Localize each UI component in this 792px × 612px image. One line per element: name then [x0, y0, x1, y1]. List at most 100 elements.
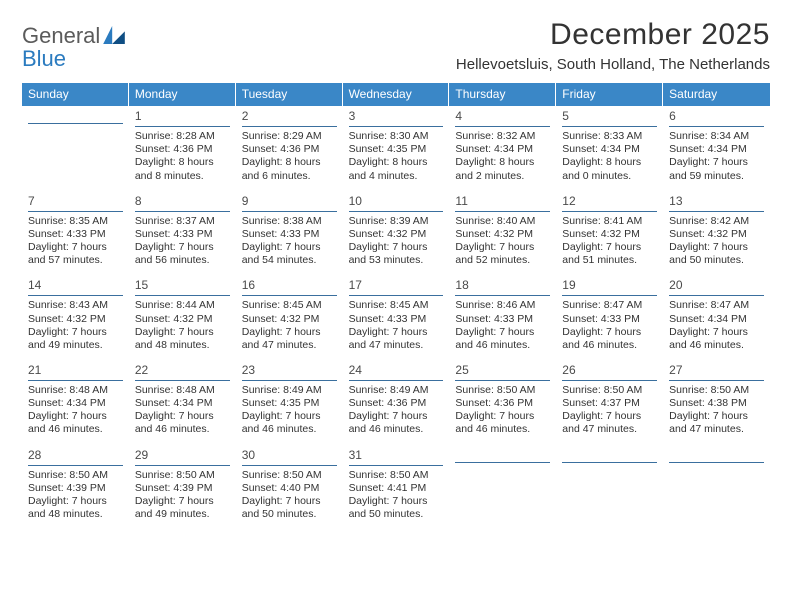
day-number: 22 — [135, 363, 148, 377]
day-cell — [556, 445, 663, 530]
day-info-line: and 53 minutes. — [349, 254, 444, 267]
day-info-line: and 46 minutes. — [349, 423, 444, 436]
day-number: 16 — [242, 278, 255, 292]
day-info-line: Sunrise: 8:38 AM — [242, 215, 337, 228]
day-cell: 27Sunrise: 8:50 AMSunset: 4:38 PMDayligh… — [663, 360, 770, 445]
logo-word-1: General — [22, 24, 100, 47]
day-number: 3 — [349, 109, 356, 123]
day-cell: 8Sunrise: 8:37 AMSunset: 4:33 PMDaylight… — [129, 191, 236, 276]
day-info-line: Daylight: 7 hours — [135, 495, 230, 508]
day-cell: 25Sunrise: 8:50 AMSunset: 4:36 PMDayligh… — [449, 360, 556, 445]
day-info-line: Sunset: 4:32 PM — [242, 313, 337, 326]
logo-mark-icon — [103, 26, 125, 44]
day-info-line: and 48 minutes. — [135, 339, 230, 352]
day-info-line: and 50 minutes. — [242, 508, 337, 521]
day-of-week-cell: Thursday — [449, 83, 556, 106]
day-info-line: Sunset: 4:32 PM — [455, 228, 550, 241]
day-number: 31 — [349, 448, 362, 462]
day-number-row: 3 — [349, 106, 444, 127]
day-cell: 14Sunrise: 8:43 AMSunset: 4:32 PMDayligh… — [22, 275, 129, 360]
day-cell: 1Sunrise: 8:28 AMSunset: 4:36 PMDaylight… — [129, 106, 236, 191]
day-info-line: and 50 minutes. — [669, 254, 764, 267]
day-info-line: Sunset: 4:32 PM — [669, 228, 764, 241]
day-info-line: Sunrise: 8:37 AM — [135, 215, 230, 228]
day-cell: 2Sunrise: 8:29 AMSunset: 4:36 PMDaylight… — [236, 106, 343, 191]
day-number-row: 30 — [242, 445, 337, 466]
day-cell: 21Sunrise: 8:48 AMSunset: 4:34 PMDayligh… — [22, 360, 129, 445]
day-info-line: Daylight: 7 hours — [669, 156, 764, 169]
day-number-row: 6 — [669, 106, 764, 127]
day-info-line: Daylight: 7 hours — [455, 241, 550, 254]
week-row: 7Sunrise: 8:35 AMSunset: 4:33 PMDaylight… — [22, 191, 770, 276]
day-number-row — [562, 445, 657, 463]
day-info-line: and 8 minutes. — [135, 170, 230, 183]
day-number-row: 21 — [28, 360, 123, 381]
day-number: 17 — [349, 278, 362, 292]
day-info-line: Daylight: 7 hours — [669, 410, 764, 423]
day-info-line: Sunset: 4:32 PM — [349, 228, 444, 241]
day-number-row: 4 — [455, 106, 550, 127]
day-info-line: Daylight: 7 hours — [28, 326, 123, 339]
day-number-row: 25 — [455, 360, 550, 381]
day-number: 4 — [455, 109, 462, 123]
day-info-line: Sunrise: 8:42 AM — [669, 215, 764, 228]
day-info-line: Sunset: 4:32 PM — [135, 313, 230, 326]
day-info-line: Daylight: 7 hours — [28, 410, 123, 423]
day-info-line: and 47 minutes. — [349, 339, 444, 352]
day-cell: 9Sunrise: 8:38 AMSunset: 4:33 PMDaylight… — [236, 191, 343, 276]
day-info-line: Sunset: 4:34 PM — [455, 143, 550, 156]
day-number: 1 — [135, 109, 142, 123]
day-cell: 13Sunrise: 8:42 AMSunset: 4:32 PMDayligh… — [663, 191, 770, 276]
day-info-line: Sunrise: 8:49 AM — [349, 384, 444, 397]
day-number: 8 — [135, 194, 142, 208]
day-info-line: and 50 minutes. — [349, 508, 444, 521]
day-info-line: and 46 minutes. — [669, 339, 764, 352]
day-info-line: and 47 minutes. — [669, 423, 764, 436]
day-number-row: 22 — [135, 360, 230, 381]
day-info-line: Sunrise: 8:45 AM — [349, 299, 444, 312]
day-info-line: Sunrise: 8:47 AM — [669, 299, 764, 312]
day-info-line: Daylight: 8 hours — [242, 156, 337, 169]
day-number: 20 — [669, 278, 682, 292]
day-info-line: and 51 minutes. — [562, 254, 657, 267]
day-of-week-row: SundayMondayTuesdayWednesdayThursdayFrid… — [22, 83, 770, 106]
day-number-row: 5 — [562, 106, 657, 127]
weeks-container: 1Sunrise: 8:28 AMSunset: 4:36 PMDaylight… — [22, 106, 770, 529]
day-info-line: Sunrise: 8:35 AM — [28, 215, 123, 228]
day-number-row — [28, 106, 123, 124]
day-info-line: Sunrise: 8:40 AM — [455, 215, 550, 228]
day-of-week-cell: Monday — [129, 83, 236, 106]
day-cell: 24Sunrise: 8:49 AMSunset: 4:36 PMDayligh… — [343, 360, 450, 445]
day-number-row: 2 — [242, 106, 337, 127]
day-info-line: and 59 minutes. — [669, 170, 764, 183]
day-number: 2 — [242, 109, 249, 123]
day-info-line: Sunset: 4:34 PM — [562, 143, 657, 156]
day-info-line: and 46 minutes. — [562, 339, 657, 352]
day-cell: 7Sunrise: 8:35 AMSunset: 4:33 PMDaylight… — [22, 191, 129, 276]
day-info-line: Sunrise: 8:49 AM — [242, 384, 337, 397]
day-number-row: 20 — [669, 275, 764, 296]
day-info-line: Sunset: 4:38 PM — [669, 397, 764, 410]
day-number: 15 — [135, 278, 148, 292]
day-cell: 4Sunrise: 8:32 AMSunset: 4:34 PMDaylight… — [449, 106, 556, 191]
day-number: 19 — [562, 278, 575, 292]
day-info-line: Sunset: 4:33 PM — [28, 228, 123, 241]
day-cell: 15Sunrise: 8:44 AMSunset: 4:32 PMDayligh… — [129, 275, 236, 360]
day-of-week-cell: Wednesday — [343, 83, 450, 106]
day-info-line: Sunrise: 8:47 AM — [562, 299, 657, 312]
day-number: 14 — [28, 278, 41, 292]
day-info-line: Sunset: 4:33 PM — [455, 313, 550, 326]
day-info-line: Sunrise: 8:50 AM — [242, 469, 337, 482]
day-number-row: 23 — [242, 360, 337, 381]
day-cell: 23Sunrise: 8:49 AMSunset: 4:35 PMDayligh… — [236, 360, 343, 445]
day-info-line: Sunset: 4:34 PM — [135, 397, 230, 410]
day-info-line: Daylight: 8 hours — [455, 156, 550, 169]
day-number: 12 — [562, 194, 575, 208]
day-cell — [22, 106, 129, 191]
day-info-line: Daylight: 7 hours — [562, 241, 657, 254]
day-of-week-cell: Friday — [556, 83, 663, 106]
day-info-line: Sunrise: 8:45 AM — [242, 299, 337, 312]
day-number-row: 1 — [135, 106, 230, 127]
day-info-line: and 54 minutes. — [242, 254, 337, 267]
day-number: 9 — [242, 194, 249, 208]
